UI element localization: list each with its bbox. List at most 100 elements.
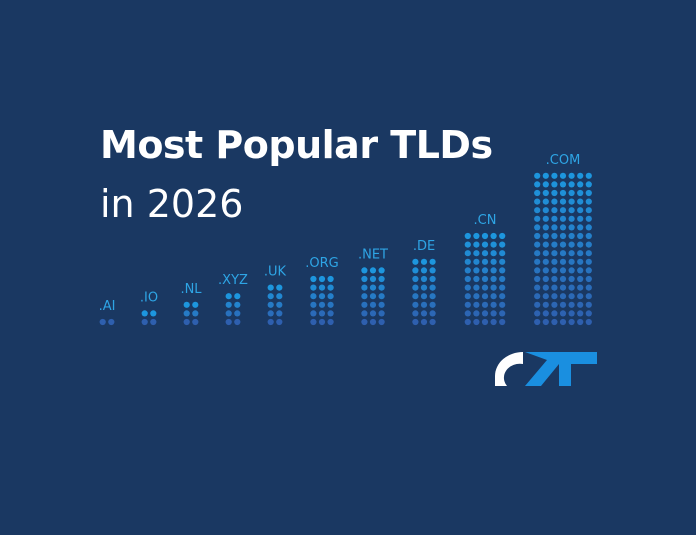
bar-dot xyxy=(551,275,558,283)
bar-dot xyxy=(577,224,584,231)
bar-dot xyxy=(577,189,584,197)
bar-dot xyxy=(429,275,436,283)
bar-dot xyxy=(551,241,558,248)
bar-dot xyxy=(559,224,567,231)
bar-dot xyxy=(490,232,497,240)
bar-dot xyxy=(585,198,592,205)
bar-dot xyxy=(361,275,368,283)
bar-dot xyxy=(499,310,506,317)
bar-dot xyxy=(534,250,541,257)
bar-dot xyxy=(108,318,115,326)
bar-dot xyxy=(534,232,541,240)
category-label: .CN xyxy=(474,213,497,228)
bar-dot xyxy=(464,275,471,283)
bar-dot xyxy=(551,250,558,257)
bar-dot xyxy=(542,318,549,326)
bar-dot xyxy=(429,318,436,326)
bar-dot xyxy=(378,293,385,300)
bar-dot xyxy=(481,258,489,265)
bar-dot xyxy=(234,318,241,326)
bar-dot xyxy=(464,310,471,317)
bar-dot xyxy=(577,215,584,222)
bar-dot xyxy=(585,284,592,291)
bar-dot xyxy=(490,318,497,326)
bar-dot xyxy=(585,181,592,188)
bar-dot xyxy=(559,207,567,214)
bar-dot xyxy=(378,284,385,291)
bar-dot xyxy=(429,301,436,308)
bar-dot xyxy=(568,172,575,179)
bar-dot xyxy=(534,258,541,265)
bar-dot xyxy=(310,293,317,300)
bar-dot xyxy=(267,318,274,326)
bar-dot xyxy=(551,267,558,274)
bar-dot xyxy=(559,198,567,205)
bar-dot xyxy=(551,189,558,197)
bar-dot xyxy=(473,267,480,274)
bar-dot xyxy=(499,250,506,257)
bar-dot xyxy=(490,301,497,308)
chart-title: Most Popular TLDs xyxy=(100,123,493,167)
bar-dot xyxy=(276,318,283,326)
bar-dot xyxy=(534,189,541,197)
category-label: .IO xyxy=(140,290,158,305)
bar-dot xyxy=(378,267,385,274)
bar-dot xyxy=(585,232,592,240)
bar-dot xyxy=(183,301,190,308)
bar-dot xyxy=(150,318,157,326)
bar-dot xyxy=(481,232,489,240)
bar-dot xyxy=(225,310,232,317)
bar-dot xyxy=(534,284,541,291)
bar-dot xyxy=(551,232,558,240)
bar-dot xyxy=(499,318,506,326)
bar-nl: .NL xyxy=(180,282,202,326)
bar-dot xyxy=(499,258,506,265)
bar-dot xyxy=(585,275,592,283)
bar-dot xyxy=(559,241,567,248)
bar-dot xyxy=(568,232,575,240)
bar-dot xyxy=(490,241,497,248)
bar-dot xyxy=(361,310,368,317)
bar-dot xyxy=(464,250,471,257)
bar-dot xyxy=(490,250,497,257)
bar-dot xyxy=(234,293,241,300)
bar-dot xyxy=(551,215,558,222)
bar-dot xyxy=(585,207,592,214)
bar-dot xyxy=(310,275,317,283)
bar-dot xyxy=(577,172,584,179)
bar-dot xyxy=(481,293,489,300)
bar-dot xyxy=(542,224,549,231)
bar-dot xyxy=(534,181,541,188)
bar-dot xyxy=(542,250,549,257)
bar-dot xyxy=(577,232,584,240)
bar-dot xyxy=(310,310,317,317)
bar-org: .ORG xyxy=(305,256,339,326)
bar-dot xyxy=(192,310,199,317)
bar-dot xyxy=(585,189,592,197)
bar-dot xyxy=(542,258,549,265)
bar-dot xyxy=(559,181,567,188)
bar-dot xyxy=(499,232,506,240)
bar-dot xyxy=(577,207,584,214)
bar-com: .COM xyxy=(534,153,592,326)
bar-dot xyxy=(490,267,497,274)
bar-dot xyxy=(361,267,368,274)
bar-dot xyxy=(150,310,157,317)
bar-dot xyxy=(420,318,428,326)
bar-dot xyxy=(310,301,317,308)
bar-dot xyxy=(267,293,274,300)
bar-dot xyxy=(542,241,549,248)
bar-dot xyxy=(318,275,326,283)
bar-dot xyxy=(310,284,317,291)
bar-dot xyxy=(551,198,558,205)
bar-dot xyxy=(551,284,558,291)
bar-dot xyxy=(412,293,419,300)
bar-dot xyxy=(551,301,558,308)
bar-dot xyxy=(318,284,326,291)
bar-ai: .AI xyxy=(99,299,115,326)
bar-dot xyxy=(420,301,428,308)
bar-dot xyxy=(568,293,575,300)
bar-dot xyxy=(481,318,489,326)
bar-dot xyxy=(568,224,575,231)
bar-dot xyxy=(568,301,575,308)
